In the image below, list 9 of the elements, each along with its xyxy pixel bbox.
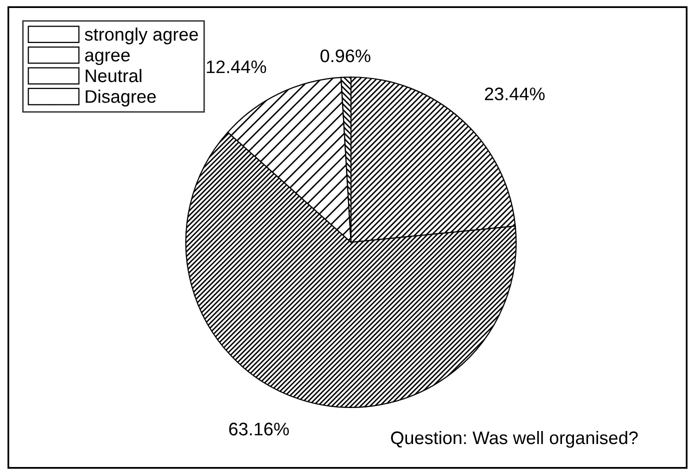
- data-label: 12.44%: [206, 60, 266, 74]
- legend-label: Disagree: [86, 90, 156, 106]
- text: Question: Was well organised?: [391, 430, 638, 448]
- legend-label: Neutral: [86, 68, 142, 82]
- legend-label: agree: [85, 52, 130, 66]
- data-label: 0.96%: [320, 49, 370, 62]
- legend-label: strongly agree: [84, 28, 198, 44]
- data-label: 23.44%: [484, 88, 545, 100]
- data-label: 63.16%: [229, 422, 289, 436]
